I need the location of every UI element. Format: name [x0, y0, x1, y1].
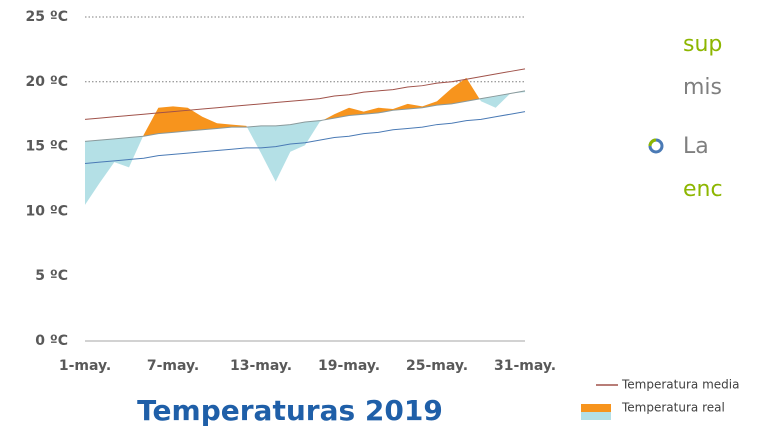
x-tick-label: 31-may. — [494, 358, 556, 374]
legend-label: Temperatura media — [621, 378, 739, 392]
x-tick-label: 7-may. — [147, 358, 199, 374]
side-text: sup — [683, 32, 722, 57]
x-tick-label: 19-may. — [318, 358, 380, 374]
y-tick-label: 20 ºC — [25, 74, 68, 90]
line — [84, 68, 526, 120]
legend-label: Temperatura real — [621, 401, 725, 415]
chart-title: Temperaturas 2019 — [137, 394, 443, 426]
side-text: mis — [683, 75, 722, 100]
y-tick-label: 0 ºC — [35, 333, 68, 349]
line — [84, 90, 526, 142]
y-tick-label: 10 ºC — [25, 203, 68, 219]
side-text: La — [683, 134, 709, 159]
x-tick-label: 13-may. — [230, 358, 292, 374]
bullet — [648, 138, 657, 147]
x-tick-label: 25-may. — [406, 358, 468, 374]
y-tick-label: 25 ºC — [25, 9, 68, 25]
legend-swatch — [581, 412, 611, 420]
x-tick-label: 1-may. — [59, 358, 111, 374]
legend-swatch — [581, 404, 611, 412]
y-tick-label: 15 ºC — [25, 139, 68, 155]
area-below — [85, 90, 525, 205]
side-text: enc — [683, 177, 723, 202]
line — [84, 111, 526, 164]
y-tick-label: 5 ºC — [35, 268, 68, 284]
